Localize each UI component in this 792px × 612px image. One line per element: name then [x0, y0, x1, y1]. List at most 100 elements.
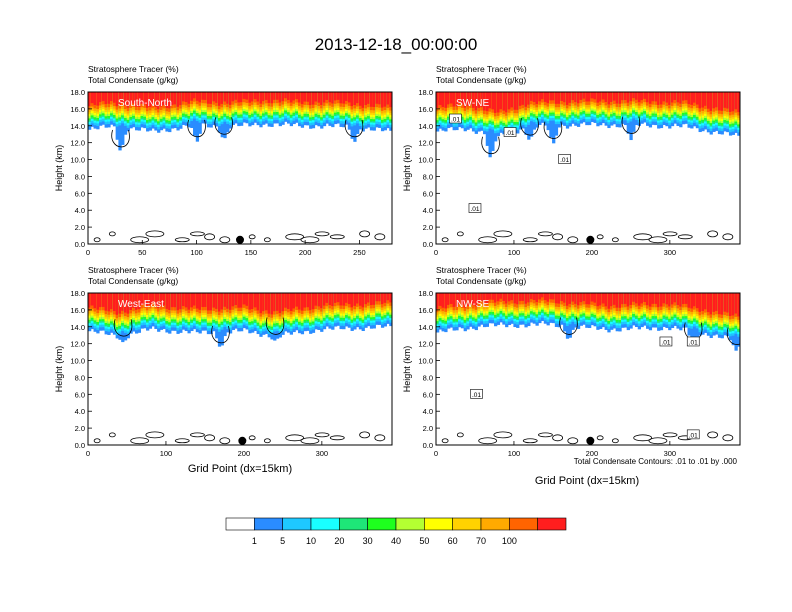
cross-section-label: West-East [118, 299, 164, 310]
colorbar-swatch [282, 517, 312, 531]
contour-label: .01 [451, 117, 460, 124]
colorbar-label: 60 [448, 536, 458, 546]
y-tick-label: 14.0 [70, 323, 85, 332]
plot-frame [435, 91, 741, 245]
colorbar-label: 10 [306, 536, 316, 546]
colorbar-swatch [509, 517, 538, 531]
x-tick-label: 0 [434, 248, 438, 257]
contour-label: .01 [661, 339, 670, 346]
x-tick-label: 200 [299, 248, 312, 257]
contour-label: .01 [506, 130, 515, 137]
colorbar-swatch [225, 517, 255, 531]
x-tick-label: 100 [508, 449, 521, 458]
panel-title-tracer: Stratosphere Tracer (%) [436, 265, 527, 275]
contour-note: Total Condensate Contours: .01 to .01 by… [574, 457, 738, 466]
y-tick-label: 0.0 [75, 441, 85, 450]
tracer-field [88, 293, 392, 347]
y-tick-label: 4.0 [423, 206, 433, 215]
panel-title-tracer: Stratosphere Tracer (%) [436, 64, 527, 74]
x-tick-label: 200 [586, 449, 599, 458]
y-tick-label: 12.0 [418, 340, 433, 349]
x-tick-label: 50 [138, 248, 146, 257]
y-tick-label: 2.0 [75, 424, 85, 433]
colorbar: 1 5 10 20 30 40 50 60 70 100 [225, 517, 567, 546]
y-tick-label: 0.0 [423, 441, 433, 450]
y-tick-label: 8.0 [75, 172, 85, 181]
colorbar-label: 70 [476, 536, 486, 546]
y-axis-label: Height (km) [402, 346, 412, 393]
y-tick-label: 18.0 [70, 88, 85, 97]
colorbar-swatch [310, 517, 340, 531]
tracer-field [436, 293, 740, 351]
panel-top-left: 0.0 2.0 4.0 6.0 8.0 10.0 12.0 14.0 16.0 18.0 0 50 10… [54, 64, 393, 257]
x-tick-label: 0 [434, 449, 438, 458]
contour-label: .01 [472, 392, 481, 399]
y-tick-label: 18.0 [70, 289, 85, 298]
colorbar-swatch [367, 517, 397, 531]
x-tick-label: 250 [353, 248, 366, 257]
y-tick-label: 2.0 [423, 223, 433, 232]
x-tick-label: 100 [190, 248, 203, 257]
y-tick-label: 8.0 [423, 172, 433, 181]
y-axis-label: Height (km) [54, 346, 64, 393]
y-tick-label: 16.0 [70, 306, 85, 315]
x-tick-label: 300 [316, 449, 329, 458]
y-tick-label: 0.0 [423, 240, 433, 249]
y-tick-label: 10.0 [418, 357, 433, 366]
x-tick-label: 200 [586, 248, 599, 257]
contour-label: .01 [689, 339, 698, 346]
tracer-field [88, 92, 392, 151]
contour-label: .01 [470, 206, 479, 213]
panel-title-tracer: Stratosphere Tracer (%) [88, 64, 179, 74]
panels: 0.0 2.0 4.0 6.0 8.0 10.0 12.0 14.0 16.0 18.0 0 50 10… [54, 64, 741, 458]
plot-frame [435, 292, 741, 446]
y-tick-label: 4.0 [423, 407, 433, 416]
y-tick-label: 12.0 [70, 340, 85, 349]
y-tick-label: 2.0 [75, 223, 85, 232]
colorbar-swatch [339, 517, 368, 531]
y-tick-label: 18.0 [418, 289, 433, 298]
cross-section-label: SW-NE [456, 98, 489, 109]
x-tick-label: 300 [664, 449, 677, 458]
colorbar-label: 5 [280, 536, 285, 546]
colorbar-label: 100 [502, 536, 517, 546]
figure-title: 2013-12-18_00:00:00 [315, 35, 478, 54]
x-axis-label-left: Grid Point (dx=15km) [188, 463, 292, 475]
condensate-contours [93, 117, 386, 244]
y-tick-label: 16.0 [418, 306, 433, 315]
y-tick-label: 4.0 [75, 407, 85, 416]
x-tick-label: 150 [245, 248, 258, 257]
y-tick-label: 0.0 [75, 240, 85, 249]
y-axis-label: Height (km) [54, 145, 64, 192]
plot-frame [87, 292, 393, 446]
panel-title-condensate: Total Condensate (g/kg) [88, 75, 178, 85]
colorbar-label: 50 [419, 536, 429, 546]
panel-bottom-left: 0.0 2.0 4.0 6.0 8.0 10.0 12.0 14.0 16.0 18.0 0 100 2… [54, 265, 393, 458]
y-tick-label: 10.0 [70, 156, 85, 165]
y-tick-label: 12.0 [70, 139, 85, 148]
y-tick-label: 10.0 [418, 156, 433, 165]
y-tick-label: 16.0 [418, 105, 433, 114]
x-tick-label: 300 [664, 248, 677, 257]
y-tick-label: 4.0 [75, 206, 85, 215]
contour-label: .01 [689, 432, 698, 439]
y-tick-label: 16.0 [70, 105, 85, 114]
cross-section-label: NW-SE [456, 299, 489, 310]
condensate-contours [441, 317, 740, 445]
x-tick-label: 0 [86, 449, 90, 458]
x-tick-label: 200 [238, 449, 251, 458]
panel-title-condensate: Total Condensate (g/kg) [88, 276, 178, 286]
y-tick-label: 6.0 [423, 189, 433, 198]
condensate-contours [441, 116, 734, 244]
x-tick-label: 100 [160, 449, 173, 458]
y-tick-label: 14.0 [418, 323, 433, 332]
y-tick-label: 14.0 [70, 122, 85, 131]
colorbar-label: 40 [391, 536, 401, 546]
y-tick-label: 8.0 [75, 373, 85, 382]
colorbar-swatch [254, 517, 283, 531]
y-tick-label: 2.0 [423, 424, 433, 433]
colorbar-swatch [424, 517, 453, 531]
y-tick-label: 6.0 [75, 189, 85, 198]
colorbar-swatch [480, 517, 510, 531]
